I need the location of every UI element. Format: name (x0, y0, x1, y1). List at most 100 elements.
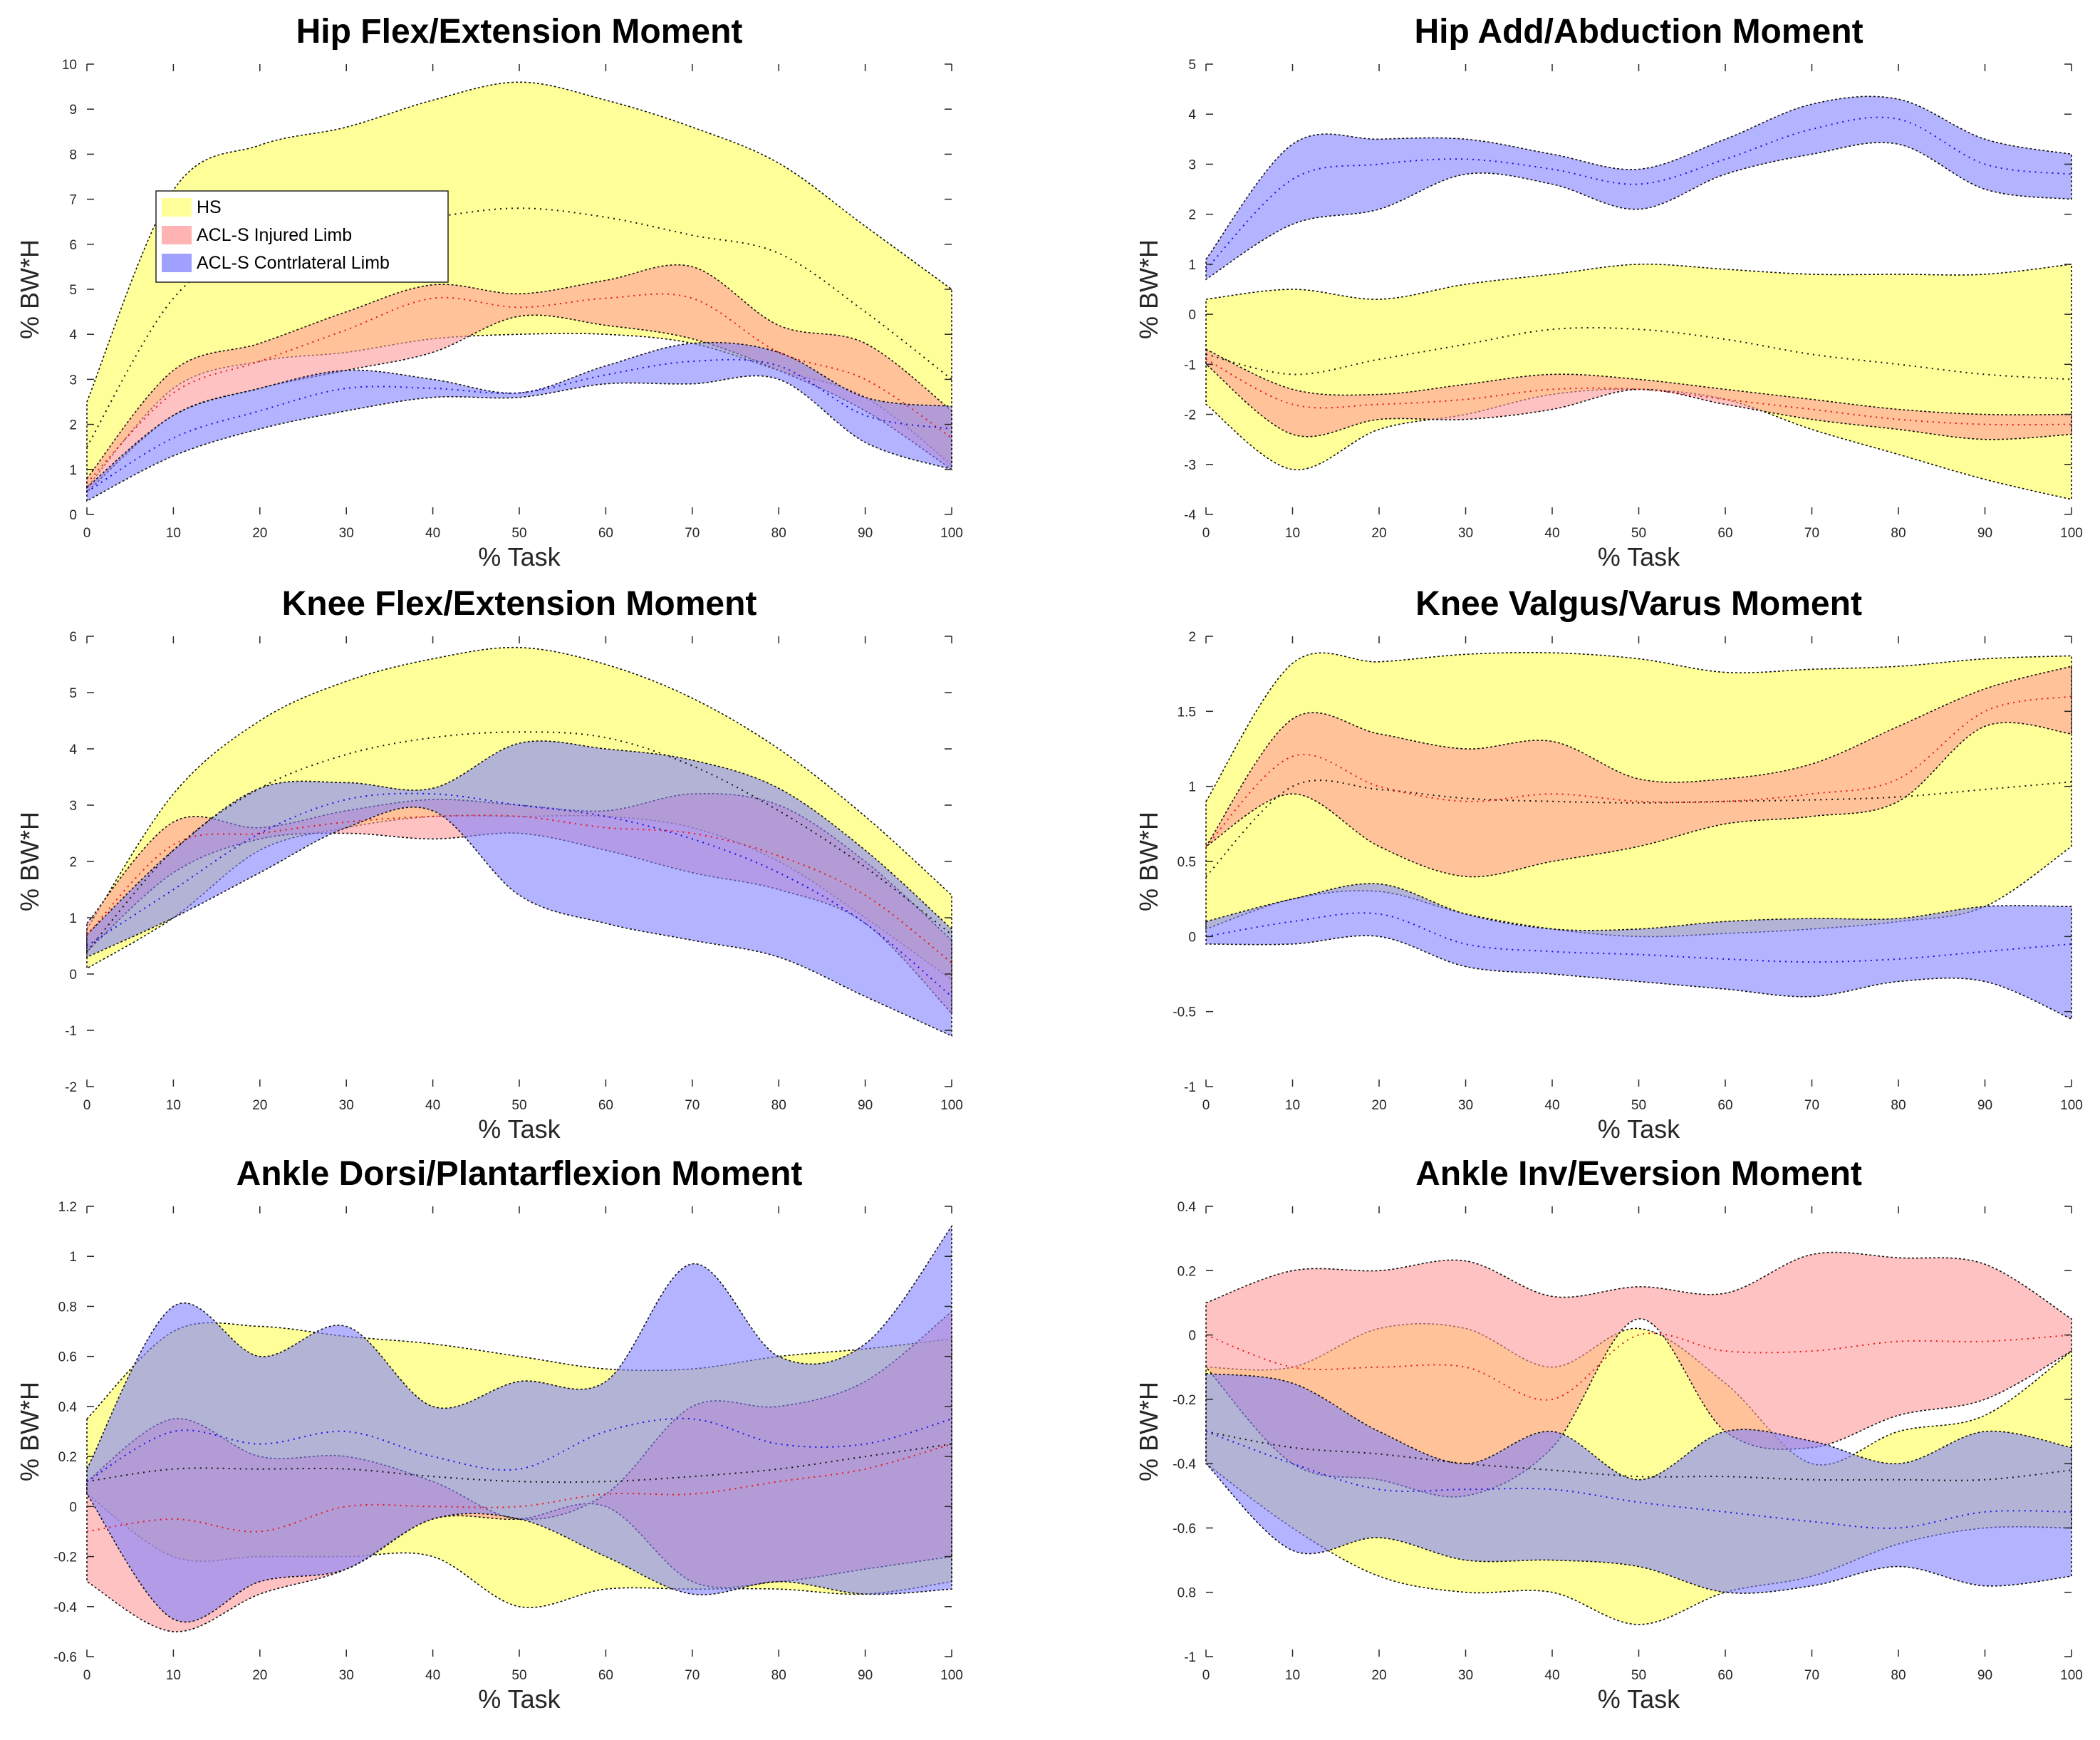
y-tick-label: 1 (1188, 258, 1196, 273)
y-tick-label: -0.5 (1173, 1005, 1196, 1020)
x-tick-label: 20 (1371, 1098, 1386, 1113)
x-tick-label: 50 (1631, 1098, 1646, 1113)
x-tick-label: 40 (1544, 1098, 1559, 1113)
y-tick-label: 5 (69, 686, 77, 701)
x-tick-label: 10 (166, 526, 181, 541)
y-tick-label: 3 (1188, 157, 1196, 172)
y-tick-label: -2 (1184, 408, 1196, 423)
y-tick-label: 6 (69, 238, 77, 253)
y-tick-label: -0.6 (1173, 1521, 1196, 1536)
y-tick-label: 3 (69, 799, 77, 814)
y-tick-label: 6 (69, 630, 77, 645)
mean-line-hs (86, 731, 952, 953)
y-tick-label: -1 (1184, 1080, 1196, 1095)
y-tick-label: 2 (1188, 208, 1196, 223)
x-tick-label: 0 (83, 1668, 91, 1683)
x-axis-label: % Task (478, 1114, 561, 1144)
legend-swatch (162, 198, 192, 217)
x-tick-label: 60 (598, 1668, 613, 1683)
x-tick-label: 60 (598, 1098, 613, 1113)
y-tick-label: -1 (1184, 1650, 1196, 1665)
y-tick-label: -1 (65, 1024, 77, 1039)
y-tick-label: -3 (1184, 458, 1196, 473)
y-tick-label: -4 (1184, 508, 1196, 523)
band-contralateral (86, 341, 952, 502)
y-tick-label: 5 (1188, 58, 1196, 73)
x-tick-label: 20 (1371, 1668, 1386, 1683)
y-tick-label: 4 (69, 742, 77, 757)
x-tick-label: 80 (771, 1668, 786, 1683)
legend-label: ACL-S Contrlateral Limb (197, 253, 390, 273)
y-tick-label: 0 (1188, 308, 1196, 323)
x-tick-label: 70 (685, 1668, 700, 1683)
x-axis-label: % Task (1598, 1684, 1680, 1714)
x-tick-label: 70 (1804, 1668, 1819, 1683)
y-tick-label: 0 (1188, 930, 1196, 945)
y-tick-label: -1 (1184, 358, 1196, 373)
y-tick-label: 2 (69, 855, 77, 870)
y-tick-label: 0.8 (1178, 1586, 1196, 1601)
chart-title: Hip Flex/Extension Moment (296, 13, 743, 51)
x-tick-label: 20 (252, 1668, 267, 1683)
band-injured (1205, 348, 2072, 440)
x-tick-label: 60 (1717, 1098, 1732, 1113)
y-tick-label: 0.4 (58, 1400, 78, 1415)
y-axis-label: % BW*H (15, 239, 44, 339)
x-tick-label: 50 (1631, 526, 1646, 541)
legend-swatch (162, 226, 192, 244)
x-tick-label: 100 (940, 526, 963, 541)
mean-line-injured (1205, 1332, 2072, 1401)
x-axis-label: % Task (478, 1684, 561, 1714)
band-injured (1205, 1251, 2072, 1498)
band-contralateral (86, 740, 952, 1037)
mean-line-injured (1205, 358, 2072, 426)
x-tick-label: 50 (511, 1668, 526, 1683)
x-tick-label: 100 (2060, 526, 2083, 541)
x-tick-label: 80 (771, 526, 786, 541)
y-tick-label: 4 (1188, 108, 1196, 123)
y-tick-label: 1 (69, 911, 77, 926)
y-tick-label: 4 (69, 328, 77, 343)
y-tick-label: 0 (69, 508, 77, 523)
x-tick-label: 30 (1458, 1098, 1473, 1113)
mean-line-hs (86, 1443, 952, 1483)
x-tick-label: 40 (425, 1668, 440, 1683)
x-tick-label: 10 (166, 1668, 181, 1683)
band-injured (1205, 666, 2072, 878)
x-tick-label: 100 (940, 1668, 963, 1683)
x-tick-label: 30 (1458, 526, 1473, 541)
y-tick-label: 10 (62, 58, 77, 73)
y-tick-label: -0.6 (53, 1650, 77, 1665)
x-tick-label: 10 (166, 1098, 181, 1113)
x-axis-label: % Task (1598, 542, 1680, 571)
mean-line-contralateral (86, 358, 952, 493)
x-tick-label: 0 (83, 1098, 91, 1113)
y-tick-label: 2 (1188, 630, 1196, 645)
y-axis-label: % BW*H (1134, 812, 1163, 911)
x-tick-label: 90 (1977, 526, 1992, 541)
x-tick-label: 90 (858, 1098, 873, 1113)
x-tick-label: 100 (940, 1098, 963, 1113)
y-tick-label: 0 (1188, 1329, 1196, 1344)
y-tick-label: 9 (69, 103, 77, 118)
y-tick-label: 1.2 (58, 1200, 77, 1215)
y-tick-label: 0.2 (58, 1450, 77, 1465)
chart-title: Hip Add/Abduction Moment (1414, 13, 1863, 51)
x-tick-label: 90 (1977, 1668, 1992, 1683)
chart-title: Ankle Dorsi/Plantarflexion Moment (236, 1155, 803, 1193)
x-tick-label: 50 (511, 526, 526, 541)
chart-panel-6: Ankle Inv/Eversion Moment 0 10 20 30 40 50 60 70… (1134, 1155, 2083, 1714)
legend-box (155, 190, 449, 283)
y-tick-label: 1 (69, 1250, 77, 1265)
y-tick-label: 0 (69, 968, 77, 983)
x-tick-label: 20 (252, 1098, 267, 1113)
mean-line-hs (1205, 1431, 2072, 1481)
legend-label: ACL-S Injured Limb (197, 225, 352, 245)
y-axis-label: % BW*H (15, 812, 44, 911)
x-tick-label: 70 (1804, 1098, 1819, 1113)
band-contralateral (1205, 95, 2072, 281)
x-axis-label: % Task (478, 542, 561, 571)
